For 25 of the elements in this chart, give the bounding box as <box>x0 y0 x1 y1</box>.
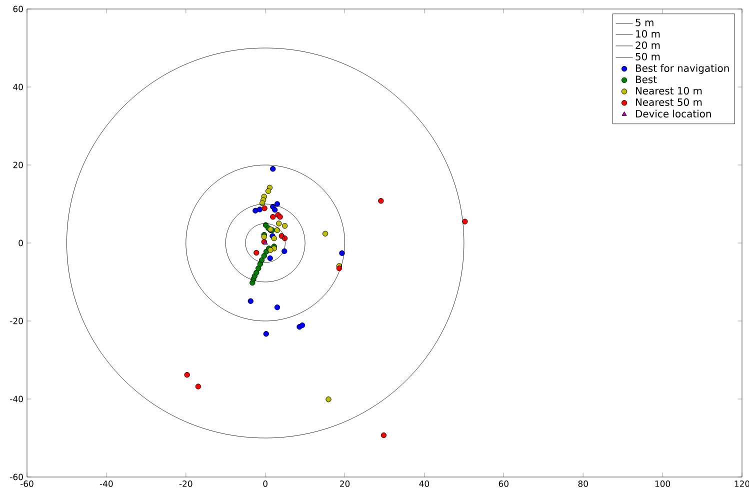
y-tick-label: 20 <box>13 162 23 168</box>
legend-label: Nearest 50 m <box>636 98 702 106</box>
x-tick-label: 40 <box>419 480 430 487</box>
legend-label: Device location <box>636 110 711 118</box>
legend-label: Best for navigation <box>636 64 729 74</box>
x-tick-label: 0 <box>263 480 268 487</box>
y-tick-label: 40 <box>13 84 23 90</box>
x-tick-label: -60 <box>20 480 34 487</box>
y-tick-label: -60 <box>10 474 23 480</box>
x-tick-label: 80 <box>578 480 588 487</box>
x-tick-label: -40 <box>100 480 113 487</box>
annotation: 10 m <box>636 30 660 38</box>
annotation: 20 m <box>636 41 660 50</box>
y-tick-label: -40 <box>10 396 23 402</box>
annotation: 50 m <box>636 52 660 60</box>
y-tick-label: 0 <box>18 240 23 246</box>
y-tick-label: -20 <box>10 318 23 324</box>
annotation: 5 m <box>636 18 654 26</box>
y-tick-label: 60 <box>13 6 23 12</box>
x-tick-label: 20 <box>340 480 350 487</box>
legend-label: Best <box>636 76 657 84</box>
x-tick-label: 100 <box>655 480 670 487</box>
x-tick-label: 60 <box>498 480 508 487</box>
x-tick-label: -20 <box>179 480 192 487</box>
legend-label: Nearest 10 m <box>636 87 702 95</box>
